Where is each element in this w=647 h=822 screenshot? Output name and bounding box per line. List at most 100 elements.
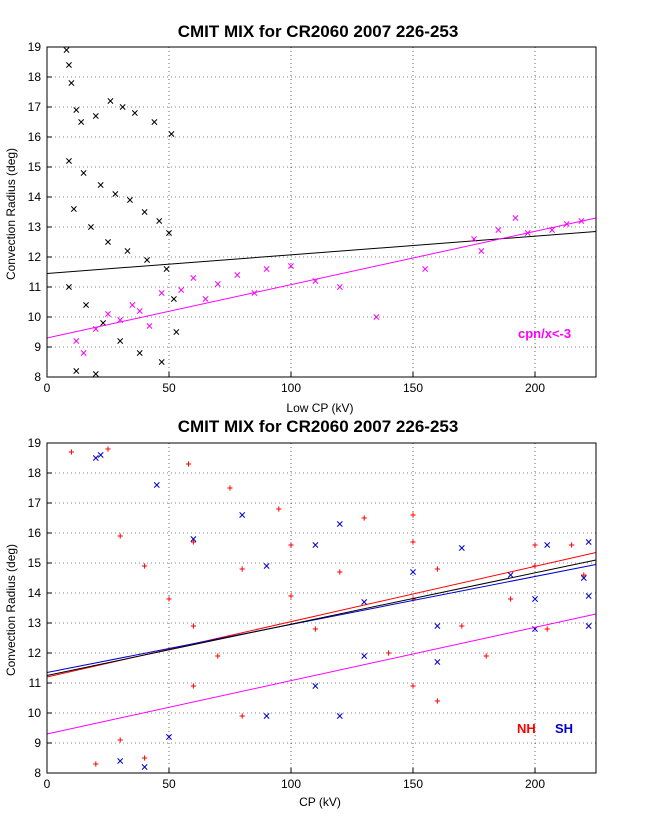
y-tick-label: 15 bbox=[28, 160, 42, 174]
trend-line bbox=[46, 613, 597, 735]
data-point bbox=[214, 281, 221, 287]
data-point bbox=[92, 455, 99, 461]
data-point bbox=[80, 350, 87, 356]
data-point bbox=[410, 569, 416, 575]
data-point bbox=[434, 659, 441, 665]
data-point bbox=[119, 104, 126, 110]
plot-area bbox=[47, 443, 596, 773]
data-point bbox=[386, 650, 392, 656]
data-point bbox=[68, 80, 75, 86]
y-tick-label: 10 bbox=[28, 310, 42, 324]
trend-line bbox=[46, 217, 597, 339]
series-1 bbox=[46, 215, 597, 356]
x-tick-label: 150 bbox=[403, 777, 423, 791]
data-point bbox=[105, 239, 111, 245]
data-point bbox=[73, 368, 80, 374]
y-tick-label: 8 bbox=[34, 766, 41, 780]
data-point bbox=[336, 713, 343, 719]
data-point bbox=[410, 683, 416, 689]
data-point bbox=[508, 596, 514, 602]
series-2 bbox=[46, 559, 597, 676]
data-point bbox=[361, 599, 368, 605]
data-point bbox=[361, 515, 367, 521]
data-point bbox=[107, 98, 114, 104]
data-point bbox=[158, 290, 165, 296]
data-point bbox=[163, 266, 170, 272]
data-point bbox=[336, 284, 343, 290]
data-point bbox=[117, 737, 123, 743]
data-point bbox=[127, 197, 133, 203]
y-tick-label: 11 bbox=[29, 280, 42, 294]
data-point bbox=[478, 248, 485, 254]
data-point bbox=[190, 623, 196, 629]
data-point bbox=[495, 227, 502, 233]
data-point bbox=[585, 593, 592, 599]
data-point bbox=[168, 131, 175, 137]
x-tick-label: 50 bbox=[162, 381, 176, 395]
data-point bbox=[178, 287, 185, 293]
axes-frame bbox=[46, 442, 597, 774]
data-point bbox=[512, 215, 519, 221]
y-tick-label: 13 bbox=[28, 616, 42, 630]
data-point bbox=[337, 569, 343, 575]
data-point bbox=[227, 485, 233, 491]
data-point bbox=[117, 338, 124, 344]
y-tick-label: 9 bbox=[34, 736, 41, 750]
x-tick-label: 50 bbox=[162, 777, 176, 791]
data-point bbox=[151, 119, 158, 125]
legend-sh: SH bbox=[555, 721, 573, 736]
data-point bbox=[288, 263, 294, 269]
data-point bbox=[580, 575, 587, 581]
chart-title: CMIT MIX for CR2060 2007 226-253 bbox=[178, 417, 459, 436]
y-tick-label: 9 bbox=[34, 340, 41, 354]
data-point bbox=[361, 653, 368, 659]
y-tick-label: 12 bbox=[28, 250, 42, 264]
data-point bbox=[142, 755, 148, 761]
data-point bbox=[83, 302, 89, 308]
data-point bbox=[141, 209, 148, 215]
data-point bbox=[263, 563, 270, 569]
x-tick-label: 100 bbox=[281, 381, 301, 395]
filter-annotation: cpn/x<-3 bbox=[518, 326, 571, 341]
data-point bbox=[68, 449, 74, 455]
data-point bbox=[166, 734, 172, 740]
data-point bbox=[239, 512, 246, 518]
data-point bbox=[129, 302, 136, 308]
data-point bbox=[144, 257, 150, 263]
data-point bbox=[141, 764, 148, 770]
legend-nh: NH bbox=[517, 721, 536, 736]
data-point bbox=[105, 446, 111, 452]
data-point bbox=[80, 170, 87, 176]
y-tick-label: 11 bbox=[29, 676, 42, 690]
data-point bbox=[112, 191, 119, 197]
y-axis-label: Convection Radius (deg) bbox=[4, 148, 18, 280]
top-scatter-chart: 0 50 100 150 200 8 9 10 11 12 13 14 15 16 17 18 19 CMIT M… bbox=[4, 22, 597, 415]
data-point bbox=[190, 683, 196, 689]
data-point bbox=[190, 275, 197, 281]
chart-title: CMIT MIX for CR2060 2007 226-253 bbox=[178, 22, 459, 41]
x-tick-label: 100 bbox=[281, 777, 301, 791]
series-1 bbox=[46, 452, 597, 770]
data-point bbox=[215, 653, 221, 659]
data-point bbox=[166, 596, 172, 602]
data-point bbox=[434, 566, 440, 572]
data-point bbox=[78, 119, 85, 125]
data-point bbox=[410, 539, 416, 545]
data-point bbox=[544, 542, 551, 548]
data-point bbox=[532, 542, 538, 548]
data-point bbox=[288, 542, 294, 548]
data-point bbox=[131, 110, 138, 116]
x-tick-label: 200 bbox=[525, 381, 545, 395]
data-point bbox=[373, 314, 380, 320]
data-point bbox=[124, 248, 131, 254]
data-point bbox=[73, 107, 80, 113]
data-point bbox=[585, 539, 592, 545]
data-point bbox=[136, 308, 143, 314]
data-point bbox=[146, 323, 153, 329]
data-point bbox=[434, 698, 440, 704]
data-point bbox=[288, 593, 294, 599]
data-point bbox=[507, 572, 514, 578]
y-tick-label: 19 bbox=[28, 436, 42, 450]
data-point bbox=[170, 296, 177, 302]
data-point bbox=[105, 311, 111, 317]
